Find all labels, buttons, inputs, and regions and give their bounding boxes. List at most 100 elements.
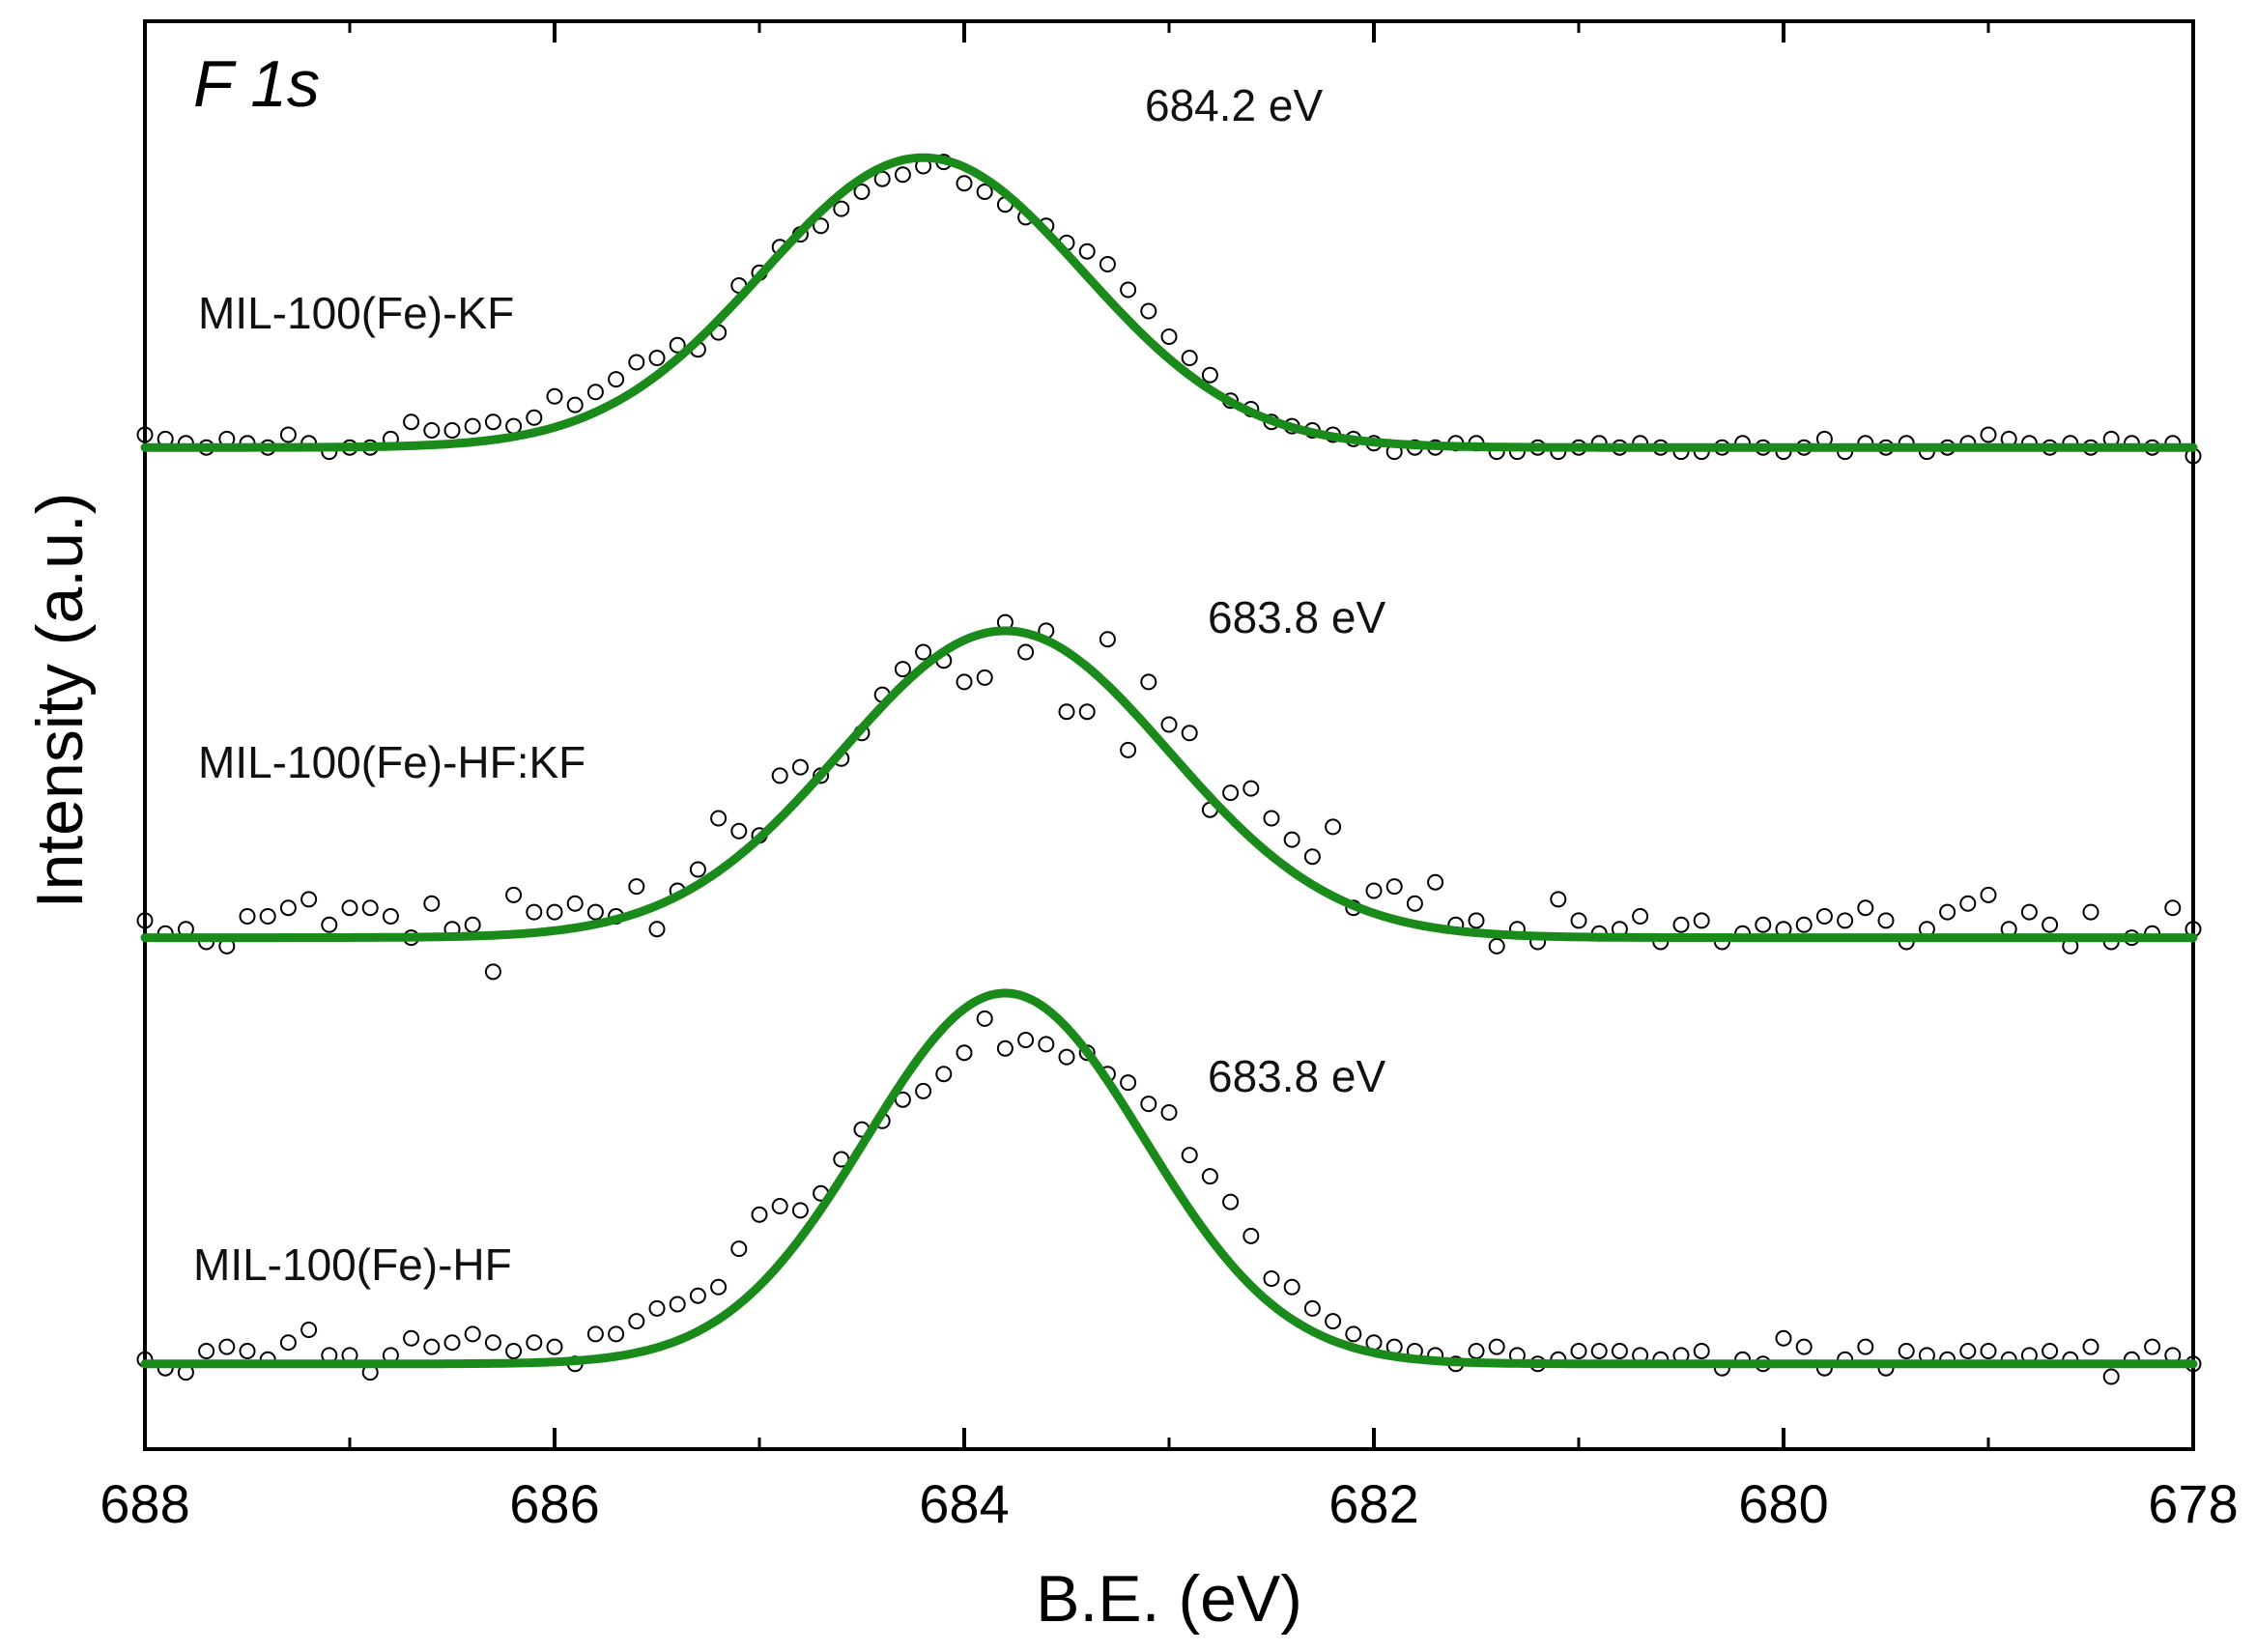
data-point (279, 899, 297, 917)
data-point (1672, 916, 1690, 933)
data-point (1201, 366, 1218, 384)
data-point (791, 758, 809, 776)
series-kf (136, 153, 2202, 465)
data-point (1222, 1193, 1240, 1211)
data-point (1325, 818, 1342, 836)
data-point (1427, 873, 1444, 891)
data-point (976, 1010, 993, 1027)
plot-frame (143, 19, 2195, 1451)
data-point (915, 1082, 932, 1099)
data-point (730, 822, 748, 840)
data-point (1120, 1074, 1137, 1092)
data-point (198, 1343, 215, 1359)
data-point (1160, 716, 1178, 733)
data-point (546, 1338, 563, 1355)
data-point (239, 908, 256, 925)
data-point (996, 1040, 1014, 1057)
data-point (546, 903, 563, 921)
data-point (833, 200, 850, 217)
data-point (464, 1325, 481, 1343)
data-point (608, 1325, 625, 1343)
data-point (1242, 1227, 1260, 1244)
data-point (546, 387, 563, 405)
data-point (1385, 878, 1403, 896)
data-point (2042, 916, 2059, 933)
data-point (1140, 673, 1157, 691)
data-point (341, 899, 358, 917)
data-point (648, 921, 666, 938)
data-point (526, 1334, 543, 1352)
x-tick-label: 678 (2148, 1473, 2238, 1534)
data-point (1303, 848, 1321, 866)
data-point (1877, 912, 1895, 929)
x-tick-label: 686 (509, 1473, 599, 1534)
data-point (1857, 1338, 1874, 1355)
data-point (1038, 1036, 1055, 1053)
data-point (321, 916, 338, 933)
data-point (1570, 1343, 1587, 1359)
data-point (464, 417, 481, 435)
data-point (730, 1240, 748, 1258)
data-point (1590, 1343, 1608, 1359)
data-point (1242, 780, 1260, 797)
tick-layer: 688 686 684 682 680 678 (100, 21, 2239, 1534)
data-point (1303, 1299, 1321, 1317)
data-point (1488, 1338, 1505, 1355)
data-point (361, 899, 379, 917)
x-tick-label: 680 (1738, 1473, 1828, 1534)
data-point (1795, 1338, 1813, 1355)
data-point (505, 886, 523, 903)
fit-line (140, 626, 2198, 943)
data-point (1099, 631, 1116, 648)
data-point (1980, 1343, 1997, 1359)
data-point (1263, 1270, 1280, 1287)
data-point (1283, 1278, 1300, 1296)
data-point (1120, 281, 1137, 299)
data-point (710, 1278, 728, 1296)
data-point (259, 908, 276, 925)
data-point (1837, 912, 1854, 929)
data-point (403, 1329, 420, 1347)
data-point (1980, 886, 1997, 903)
data-point (443, 422, 461, 439)
x-tick-label: 688 (100, 1473, 189, 1534)
data-point (1693, 1343, 1710, 1359)
data-point (751, 1206, 768, 1223)
data-point (1181, 1147, 1198, 1164)
series-hf-kf (136, 613, 2202, 981)
data-point (2144, 1338, 2161, 1355)
data-point (1160, 328, 1178, 345)
x-axis-label: B.E. (eV) (1036, 1562, 1302, 1636)
data-point (1325, 1313, 1342, 1330)
series-label-hf-kf: MIL-100(Fe)-HF:KF (198, 737, 585, 787)
data-point (1263, 810, 1280, 827)
x-tick-label: 682 (1328, 1473, 1418, 1534)
plot-layer (136, 153, 2202, 1385)
data-point (1959, 1343, 1977, 1359)
series-label-hf: MIL-100(Fe)-HF (193, 1239, 512, 1290)
data-point (1078, 703, 1096, 721)
data-point (526, 409, 543, 426)
data-point (1181, 725, 1198, 742)
data-point (915, 643, 932, 661)
data-point (1017, 643, 1035, 661)
data-point (1857, 899, 1874, 917)
data-point (136, 426, 154, 443)
data-point (1550, 891, 1567, 908)
data-point (1222, 784, 1240, 802)
data-point (689, 861, 706, 878)
data-point (1775, 1329, 1792, 1347)
data-point (300, 891, 318, 908)
data-point (443, 1334, 461, 1352)
series-label-kf: MIL-100(Fe)-KF (198, 288, 514, 338)
data-point (1140, 1096, 1157, 1113)
data-point (976, 669, 993, 686)
data-point (423, 422, 441, 439)
data-point (566, 396, 584, 413)
data-point (771, 1198, 788, 1214)
data-point (1058, 703, 1075, 721)
data-point (1017, 1032, 1035, 1048)
data-point (710, 810, 728, 827)
data-point (608, 371, 625, 388)
